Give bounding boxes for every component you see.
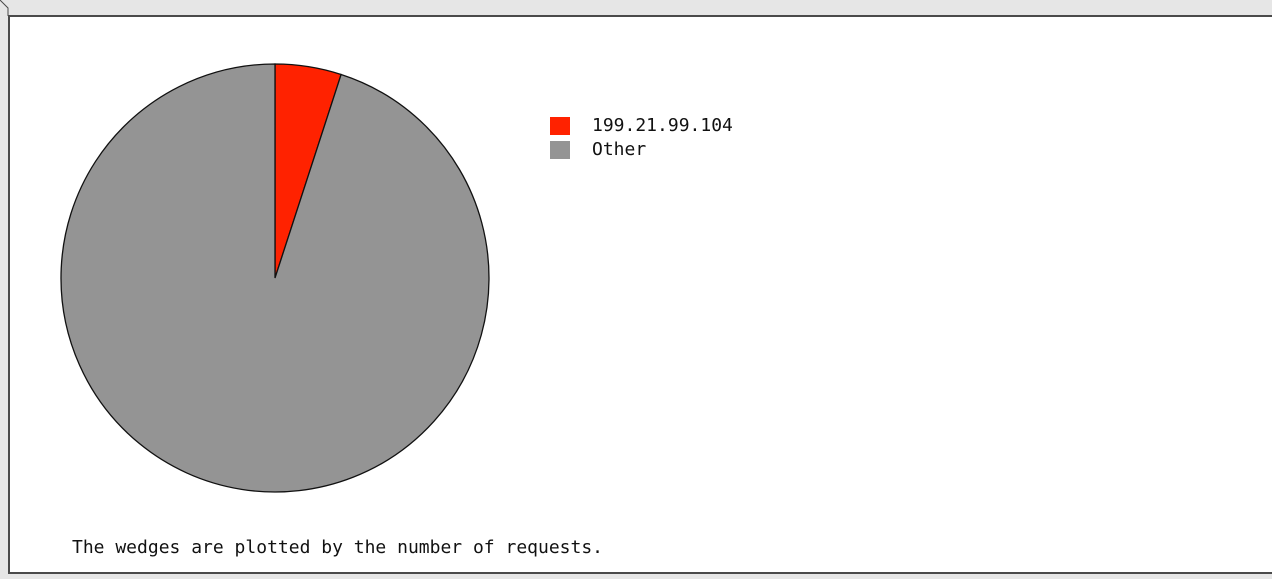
- chart-panel: 199.21.99.104 Other The wedges are plotte…: [8, 15, 1272, 574]
- legend-swatch: [550, 117, 570, 135]
- chart-caption: The wedges are plotted by the number of …: [72, 537, 604, 558]
- corner-decoration: [0, 0, 9, 16]
- pie-slice-other: [60, 63, 490, 493]
- legend-label: Other: [592, 139, 647, 160]
- chart-legend: 199.21.99.104 Other: [550, 114, 733, 162]
- legend-label: 199.21.99.104: [592, 115, 733, 136]
- legend-item: Other: [550, 138, 733, 162]
- legend-item: 199.21.99.104: [550, 114, 733, 138]
- legend-swatch: [550, 141, 570, 159]
- pie-chart: [60, 63, 490, 493]
